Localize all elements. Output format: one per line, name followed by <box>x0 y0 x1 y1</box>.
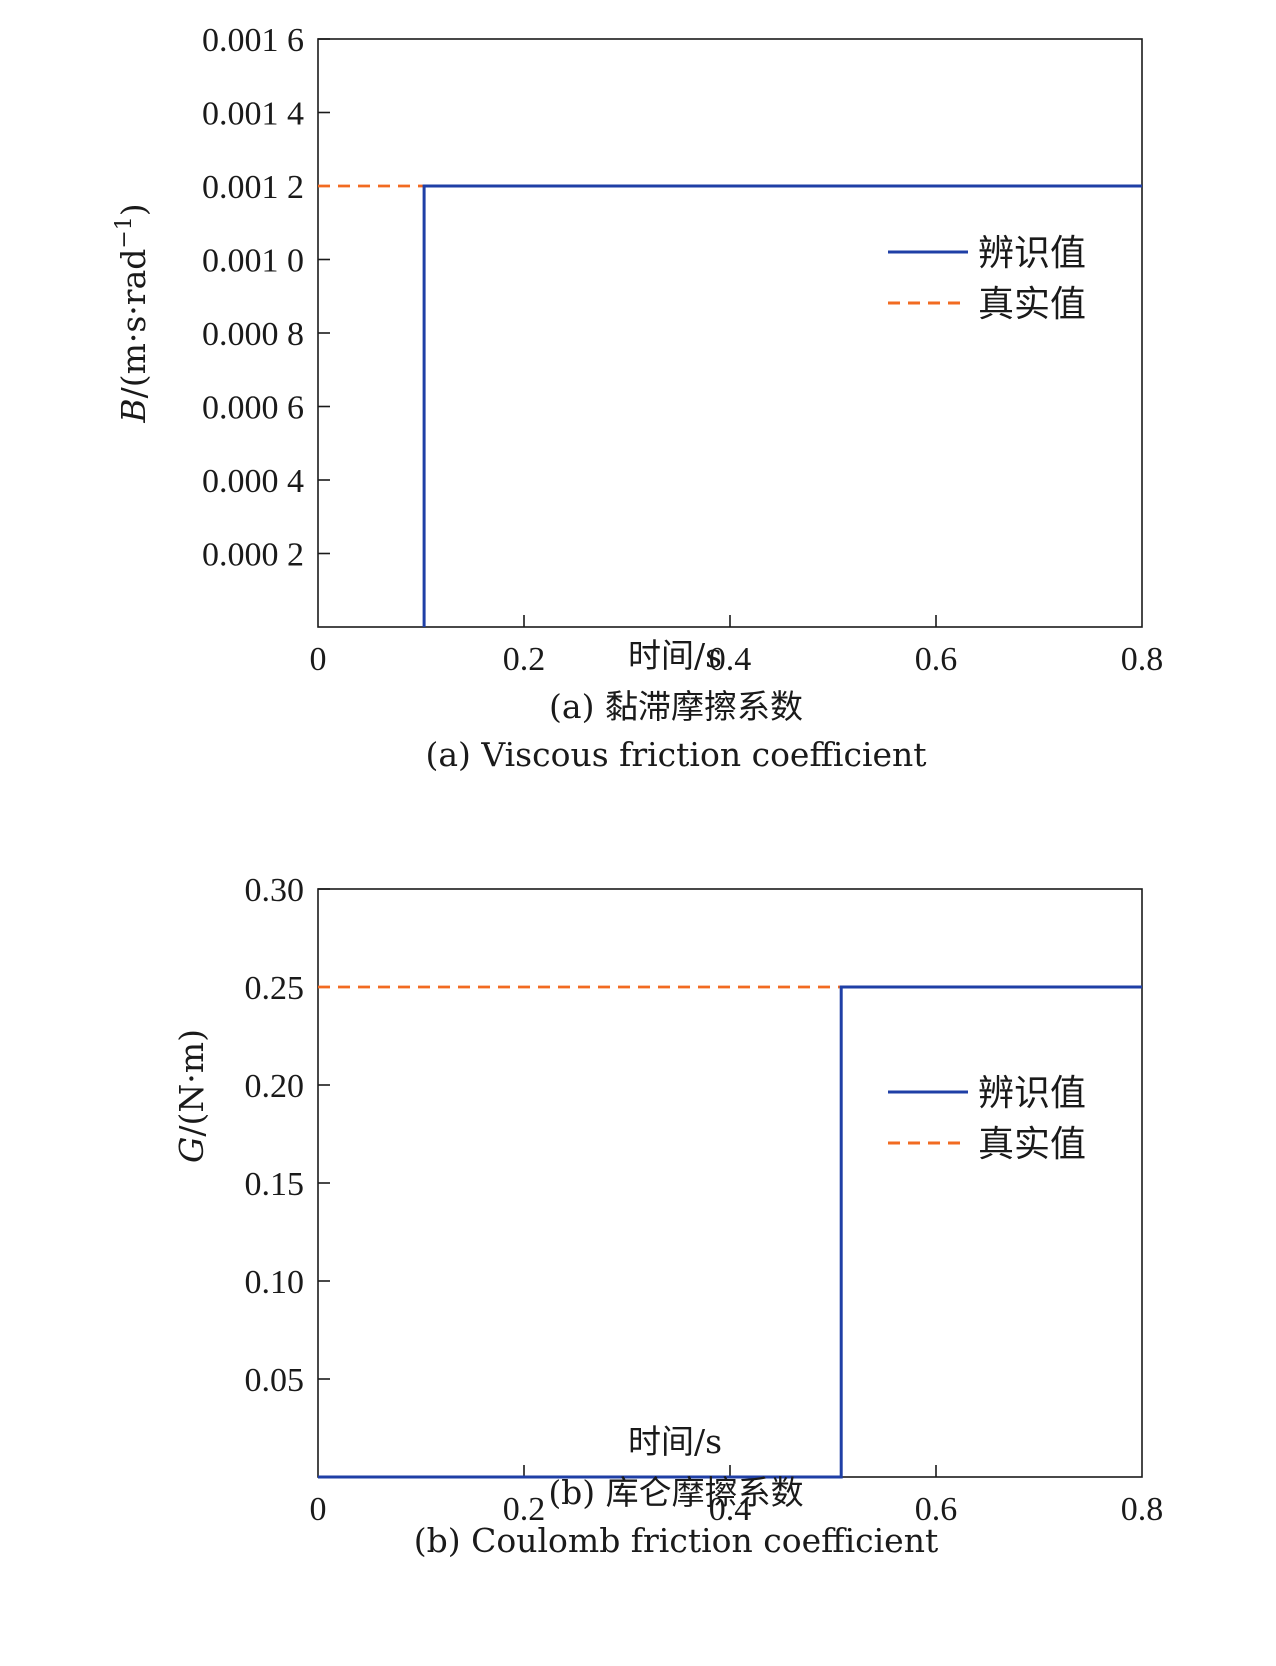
plot-frame <box>317 38 1143 628</box>
plot-frame <box>317 888 1143 1478</box>
x-tick-label: 0.8 <box>1121 641 1164 678</box>
y-tick-label: 0.000 2 <box>202 537 304 574</box>
chart-coulomb-friction-svg: 0 0.2 0.4 0.6 0.8 0.05 0.10 0.15 0.20 0.25 0.30 辨识值… <box>172 872 1164 1560</box>
y-axis-label: B/(m·s·rad−1) <box>112 203 153 423</box>
y-tick-label: 0.10 <box>245 1264 305 1301</box>
y-tick-label: 0.05 <box>245 1362 305 1399</box>
caption-chinese: (b) 库仑摩擦系数 <box>548 1473 803 1512</box>
y-tick-label: 0.001 0 <box>202 243 304 280</box>
chart-viscous-friction-svg: 0 0.2 0.4 0.6 0.8 0.000 2 0.000 4 0.000 6 0.000 … <box>112 22 1164 774</box>
x-tick-label: 0.6 <box>915 1491 958 1528</box>
caption-chinese: (a) 黏滞摩擦系数 <box>549 687 803 726</box>
series-identified-value-line <box>318 985 1142 1479</box>
x-tick-label: 0 <box>310 641 327 678</box>
legend-label-identified: 辨识值 <box>978 233 1086 274</box>
y-tick-label: 0.25 <box>245 970 305 1007</box>
y-tick-label: 0.001 6 <box>202 22 304 59</box>
x-axis-label: 时间/s <box>628 636 722 675</box>
y-tick-label: 0.000 4 <box>202 463 304 500</box>
x-tick-label: 0.2 <box>503 1491 546 1528</box>
y-tick-label: 0.000 6 <box>202 390 304 427</box>
y-tick-label: 0.001 4 <box>202 96 304 133</box>
y-tick-label: 0.20 <box>245 1068 305 1105</box>
x-tick-label: 0.8 <box>1121 1491 1164 1528</box>
x-tick-label: 0 <box>310 1491 327 1528</box>
caption-english: (b) Coulomb friction coefficient <box>414 1521 938 1560</box>
caption-english: (a) Viscous friction coefficient <box>425 735 926 774</box>
y-tick-label: 0.000 8 <box>202 316 304 353</box>
chart-coulomb-friction: 0 0.2 0.4 0.6 0.8 0.05 0.10 0.15 0.20 0.25 0.30 辨识值… <box>0 840 1276 1666</box>
x-axis-label: 时间/s <box>628 1422 722 1461</box>
legend-label-true: 真实值 <box>978 1124 1086 1165</box>
x-tick-label: 0.6 <box>915 641 958 678</box>
x-tick-label: 0.2 <box>503 641 546 678</box>
y-axis-label: G/(N·m) <box>172 1029 211 1163</box>
legend-label-true: 真实值 <box>978 284 1086 325</box>
x-tick-label: 0.4 <box>709 1491 752 1528</box>
y-tick-label: 0.15 <box>245 1166 305 1203</box>
x-tick-label: 0.4 <box>709 641 752 678</box>
chart-viscous-friction: 0 0.2 0.4 0.6 0.8 0.000 2 0.000 4 0.000 6 0.000 … <box>0 0 1276 830</box>
y-tick-label: 0.001 2 <box>202 169 304 206</box>
series-identified-value-line <box>422 184 1142 627</box>
y-tick-label: 0.30 <box>245 872 305 909</box>
legend-label-identified: 辨识值 <box>978 1073 1086 1114</box>
